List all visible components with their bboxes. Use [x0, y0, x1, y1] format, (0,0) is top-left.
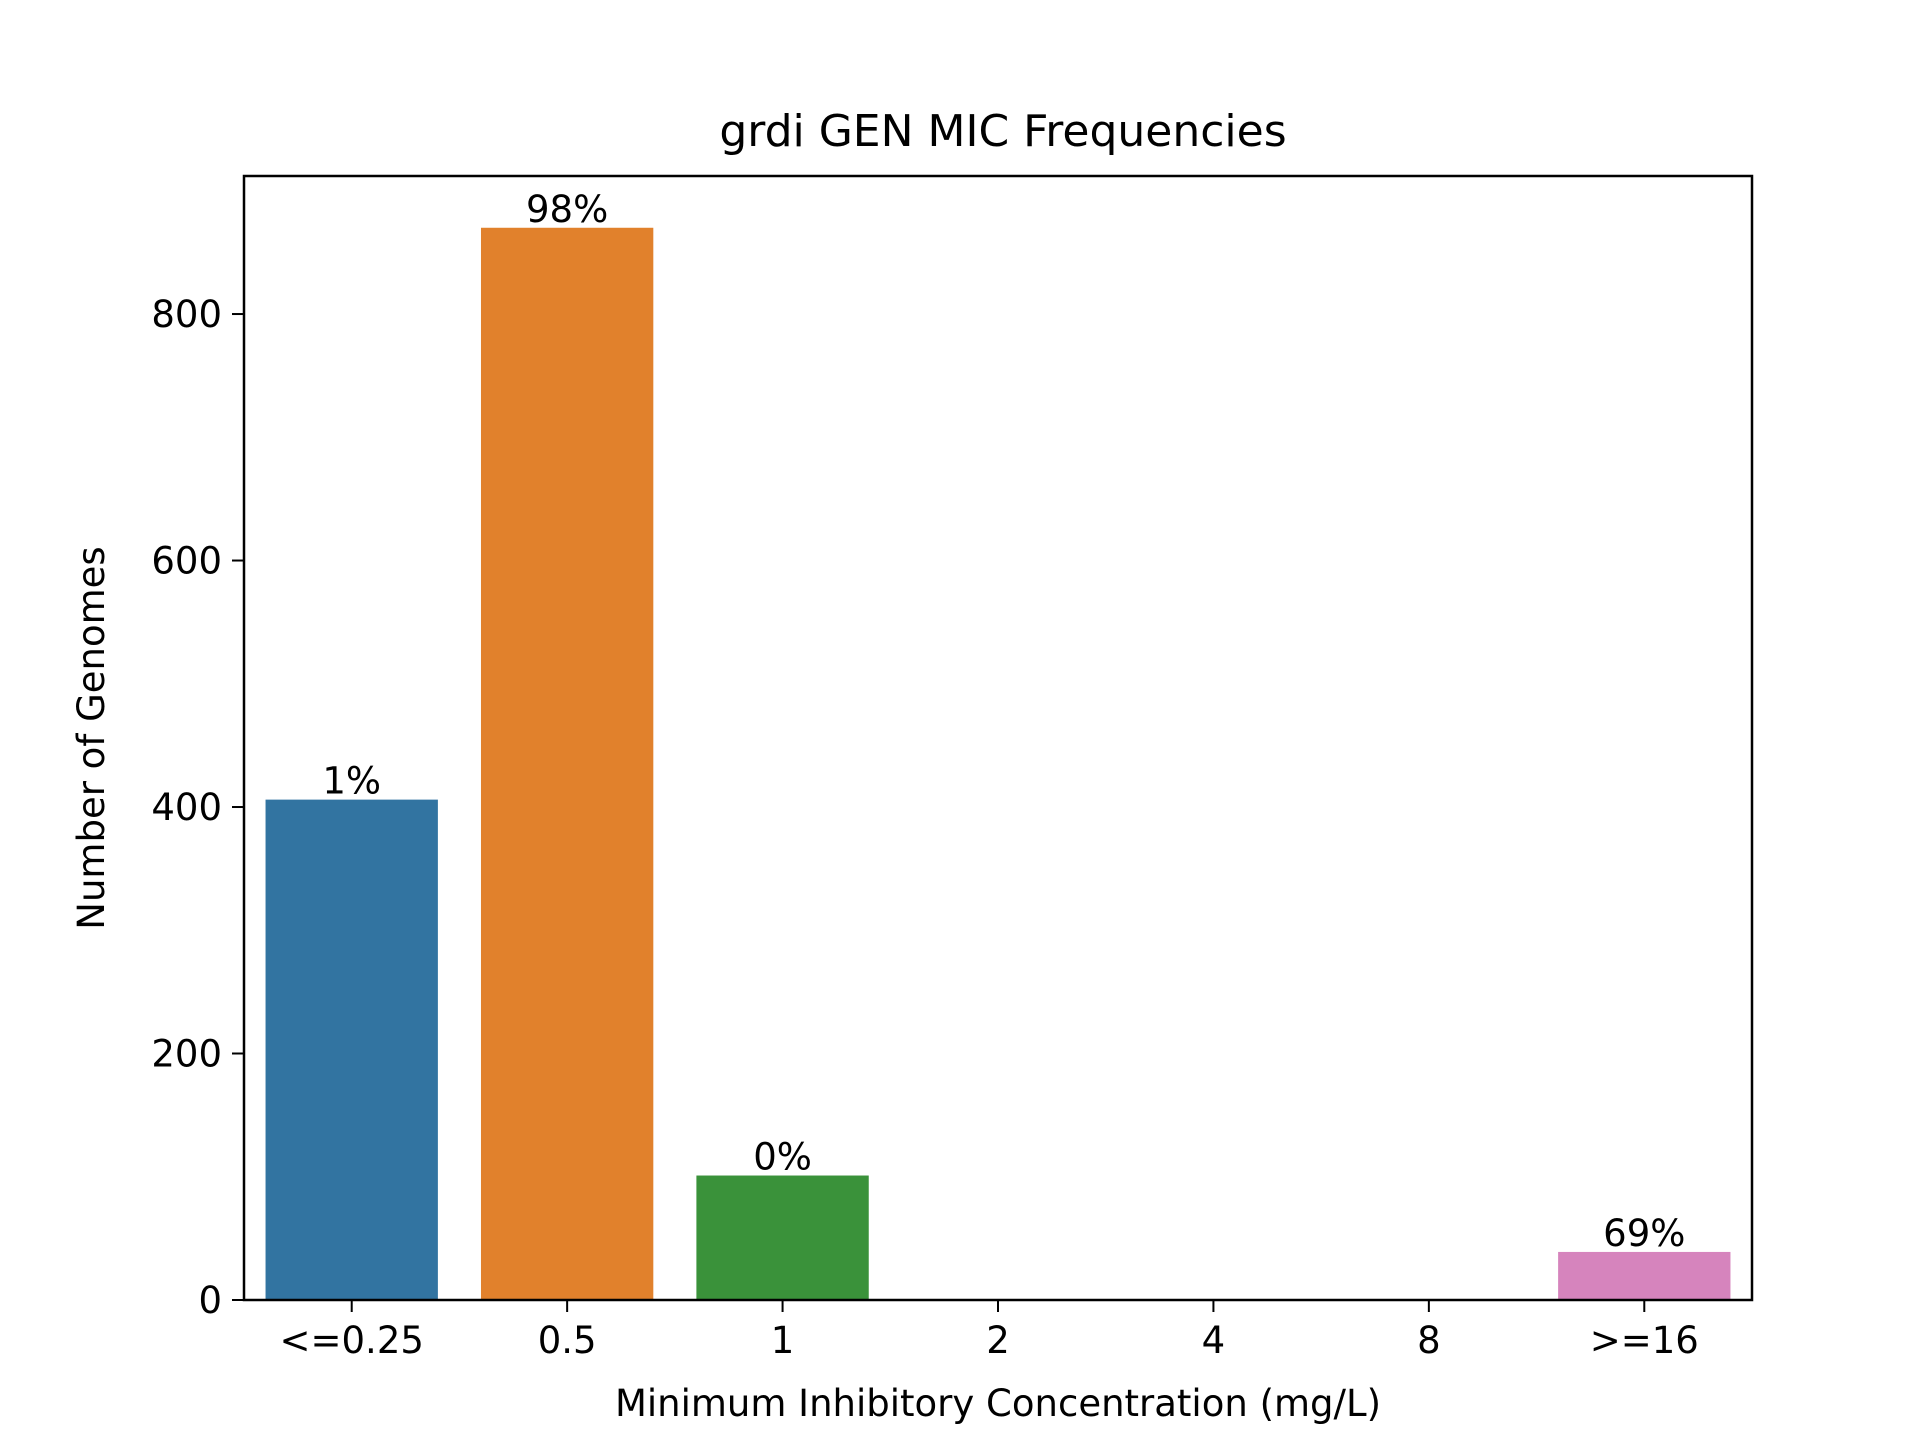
- bar-labels-group: 1% 98% 0% 69%: [322, 188, 1685, 1255]
- x-tick-label-2: 2: [986, 1319, 1010, 1362]
- bar-0.5: [480, 227, 654, 1300]
- x-tick-label-16: >=16: [1590, 1319, 1699, 1362]
- bar-16: [1558, 1251, 1731, 1300]
- x-axis-label: Minimum Inhibitory Concentration (mg/L): [615, 1382, 1381, 1425]
- chart-title: grdi GEN MIC Frequencies: [719, 106, 1286, 157]
- x-tick-label-8: 8: [1417, 1319, 1441, 1362]
- bar-label-16: 69%: [1603, 1212, 1685, 1255]
- y-tick-label-0: 0: [198, 1279, 222, 1322]
- y-axis: 0 200 400 600 800: [151, 293, 244, 1322]
- bar-label-0.5: 98%: [526, 188, 608, 231]
- y-tick-label-600: 600: [151, 540, 222, 583]
- bar-label-1: 0%: [753, 1136, 812, 1179]
- y-tick-label-200: 200: [151, 1033, 222, 1076]
- x-axis: <=0.25 0.5 1 2 4 8 >=16: [280, 1300, 1699, 1362]
- y-tick-label-400: 400: [151, 786, 222, 829]
- bar-0.25: [265, 799, 438, 1300]
- x-tick-label-0.5: 0.5: [538, 1319, 597, 1362]
- plot-frame: [242, 174, 1754, 1302]
- y-tick-label-800: 800: [151, 293, 222, 336]
- y-axis-label: Number of Genomes: [70, 546, 113, 929]
- bars-group: [265, 227, 1731, 1300]
- x-tick-label-0.25: <=0.25: [280, 1319, 424, 1362]
- x-tick-label-1: 1: [771, 1319, 795, 1362]
- bar-label-0.25: 1%: [322, 760, 381, 803]
- x-tick-label-4: 4: [1202, 1319, 1226, 1362]
- bar-1: [696, 1175, 869, 1300]
